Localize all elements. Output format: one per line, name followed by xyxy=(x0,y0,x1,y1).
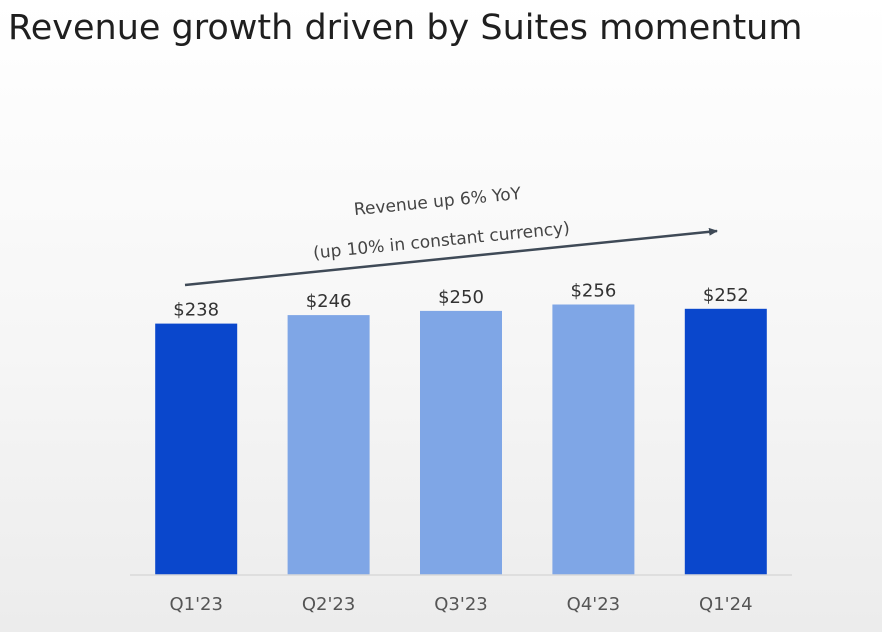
value-label-q1-24: $252 xyxy=(703,285,749,306)
value-label-q2-23: $246 xyxy=(306,291,352,312)
annotation-line-2: (up 10% in constant currency) xyxy=(312,218,570,263)
bar-q3-23 xyxy=(420,310,502,575)
bars-layer xyxy=(155,304,767,575)
x-tick-label-q3-23: Q3'23 xyxy=(434,594,487,615)
x-tick-label-q1-23: Q1'23 xyxy=(169,594,222,615)
bar-q2-23 xyxy=(287,315,370,575)
bar-q4-23 xyxy=(552,304,635,575)
x-tick-label-q1-24: Q1'24 xyxy=(699,594,752,615)
value-label-q4-23: $256 xyxy=(570,281,616,302)
value-label-q1-23: $238 xyxy=(173,300,219,321)
labels-layer: $238 Q1'23 $246 Q2'23 $250 Q3'23 $256 Q4'23 $252… xyxy=(169,281,752,616)
growth-arrow xyxy=(184,227,718,287)
slide-title: Revenue growth driven by Suites momentum xyxy=(8,8,803,48)
value-label-q3-23: $250 xyxy=(438,287,484,308)
x-tick-label-q2-23: Q2'23 xyxy=(302,594,355,615)
bar-q1-24 xyxy=(684,308,767,575)
growth-annotation: Revenue up 6% YoY (up 10% in constant cu… xyxy=(184,184,718,287)
x-tick-label-q4-23: Q4'23 xyxy=(567,594,620,615)
bar-q1-23 xyxy=(155,323,238,575)
annotation-line-1: Revenue up 6% YoY xyxy=(353,184,522,220)
